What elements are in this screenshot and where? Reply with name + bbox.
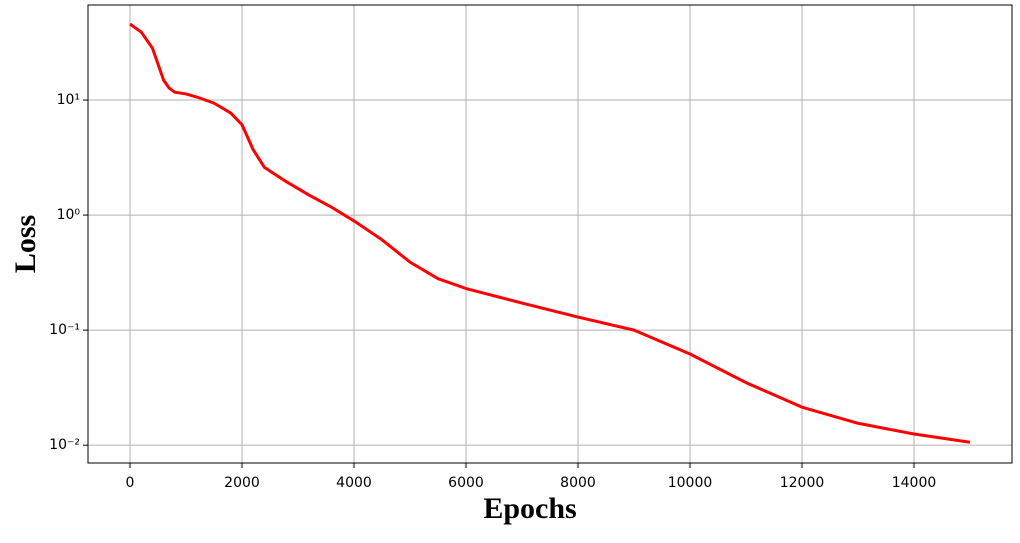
x-tick-label: 6000	[448, 475, 484, 491]
x-tick-label: 10000	[668, 475, 713, 491]
loss-line	[129, 22, 971, 444]
x-tick-label: 12000	[780, 475, 825, 491]
plot-frame	[87, 4, 1013, 464]
y-tick-label: 10¹	[57, 92, 80, 108]
x-axis-title: Epochs	[483, 492, 576, 525]
y-tick-label: 10⁻¹	[49, 322, 80, 338]
y-tick-label: 10⁰	[57, 207, 81, 223]
x-tick-label: 8000	[560, 475, 596, 491]
x-tick-label: 14000	[892, 475, 937, 491]
x-tick-label: 2000	[224, 475, 260, 491]
y-axis-title: Loss	[9, 215, 42, 273]
y-tick-label: 10⁻²	[49, 437, 80, 453]
x-tick-label: 4000	[336, 475, 372, 491]
x-tick-label: 0	[126, 475, 135, 491]
